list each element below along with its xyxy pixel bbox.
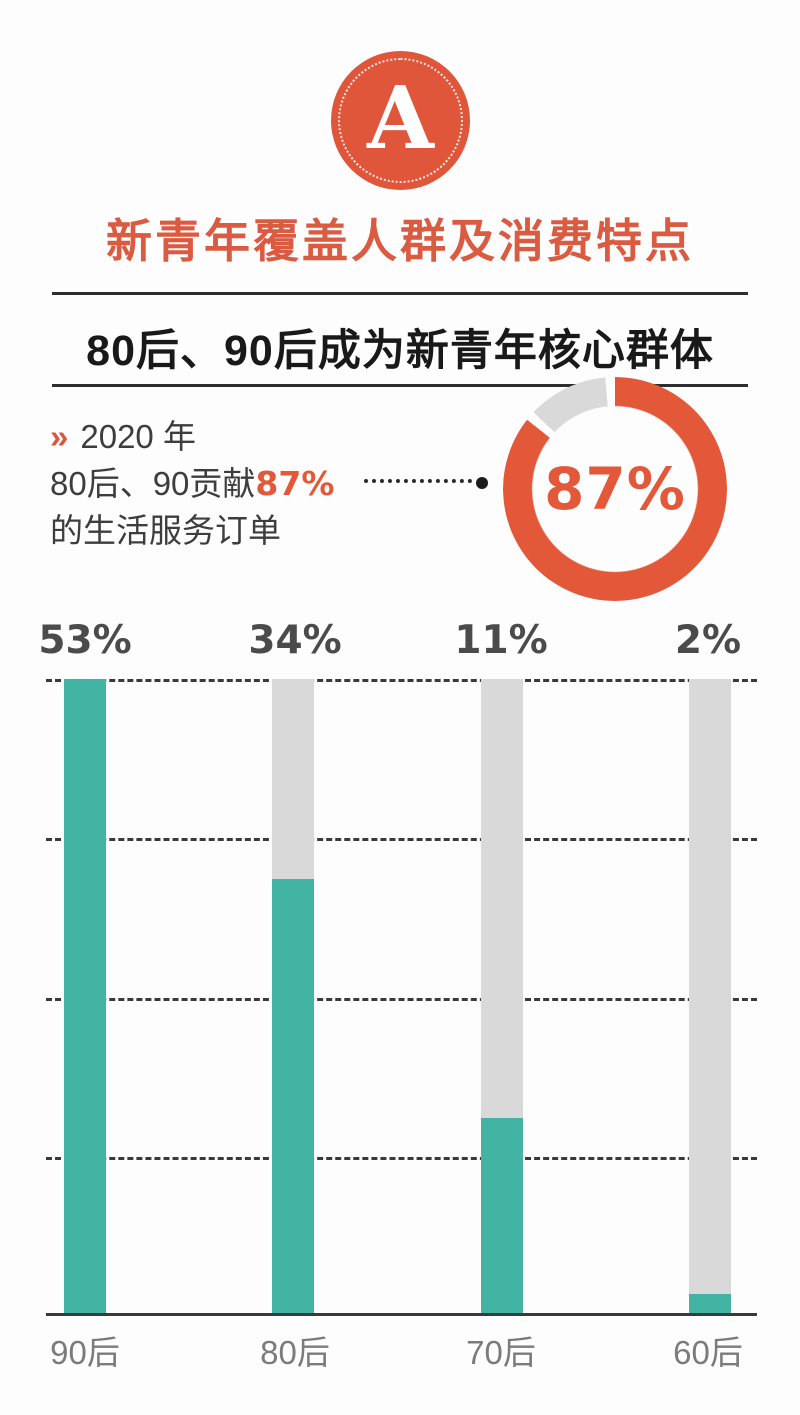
connector-dotted-line: [364, 479, 472, 483]
x-axis-label: 80后: [260, 1334, 330, 1371]
bar-track-70s: [481, 679, 523, 1313]
intro-line-orders: 的生活服务订单: [50, 512, 281, 549]
bar-value-label: 34%: [248, 618, 342, 663]
bar-track-80s: [272, 679, 314, 1313]
bar-value-label: 53%: [38, 618, 132, 663]
x-axis-baseline: [46, 1313, 757, 1316]
intro-line-groups: 80后、90贡献87%: [50, 460, 334, 507]
bar-value-label: 2%: [674, 618, 742, 663]
intro-groups-text: 80后、90贡献: [50, 465, 256, 502]
plot-area: [46, 679, 757, 1316]
bar-fill-70s: [481, 1117, 523, 1313]
bar-track-60s: [689, 679, 731, 1313]
chart-headline: 80后、90后成为新青年核心群体: [86, 327, 714, 375]
x-axis-label: 90后: [50, 1334, 120, 1371]
section-badge: A: [331, 51, 470, 190]
bar-track-90s: [64, 679, 106, 1313]
bar-fill-80s: [272, 879, 314, 1313]
x-axis-label: 70后: [466, 1334, 536, 1371]
intro-percent-highlight: 87%: [255, 464, 335, 503]
gridline: [46, 997, 757, 1001]
bar-fill-90s: [64, 679, 106, 1313]
gridline: [46, 1156, 757, 1160]
intro-line-year: » 2020 年: [50, 413, 334, 460]
bar-fill-60s: [689, 1293, 731, 1313]
gridline: [46, 838, 757, 842]
intro-text-block: » 2020 年 80后、90贡献87% 的生活服务订单: [50, 413, 334, 554]
x-axis-label: 60后: [673, 1334, 743, 1371]
double-chevron-icon: »: [50, 418, 69, 455]
divider-top: [52, 292, 748, 295]
donut-center-label: 87%: [544, 455, 686, 523]
connector-dot-icon: [476, 477, 488, 489]
badge-dotted-ring-icon: [338, 58, 463, 183]
gridline: [46, 679, 757, 682]
bar-value-label: 11%: [454, 618, 548, 663]
badge-letter: A: [367, 68, 434, 169]
intro-year-text: 2020 年: [80, 418, 196, 455]
section-title: 新青年覆盖人群及消费特点: [106, 215, 694, 267]
divider-bottom: [52, 384, 748, 387]
donut-chart: [503, 377, 727, 601]
